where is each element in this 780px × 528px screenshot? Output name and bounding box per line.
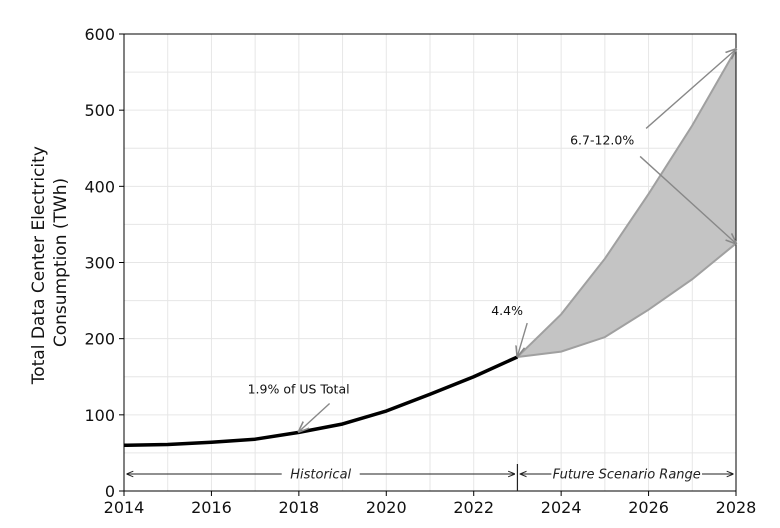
band-upper-edge bbox=[516, 48, 737, 358]
y-axis-label-line2: Consumption (TWh) bbox=[51, 178, 71, 347]
x-tick-label: 2014 bbox=[104, 498, 145, 517]
x-tick-label: 2026 bbox=[628, 498, 669, 517]
x-tick-label: 2024 bbox=[541, 498, 582, 517]
annotations: 1.9% of US Total 4.4% 6.7-12.0% bbox=[248, 49, 736, 431]
annotation-label: 1.9% of US Total bbox=[248, 382, 350, 397]
annotation-label: 6.7-12.0% bbox=[570, 132, 634, 147]
y-axis-label-line1: Total Data Center Electricity bbox=[29, 146, 49, 385]
future-scenario-band bbox=[516, 48, 737, 358]
range-indicators: Historical Future Scenario Range bbox=[127, 464, 733, 491]
range-label-future: Future Scenario Range bbox=[553, 468, 701, 483]
historical-line bbox=[123, 355, 519, 448]
range-label-historical: Historical bbox=[290, 468, 351, 483]
annotation-arrow bbox=[639, 155, 736, 243]
y-axis-label: Total Data Center Electricity Consumptio… bbox=[29, 141, 71, 386]
y-tick-label: 0 bbox=[105, 482, 115, 501]
band-lower-edge bbox=[517, 242, 737, 358]
y-tick-label: 400 bbox=[84, 177, 115, 196]
annotation-arrow bbox=[517, 322, 528, 356]
x-tick-label: 2022 bbox=[453, 498, 494, 517]
x-tick-label: 2028 bbox=[716, 498, 757, 517]
historical-series bbox=[123, 355, 519, 448]
y-tick-label: 100 bbox=[84, 406, 115, 425]
x-tick-label: 2018 bbox=[278, 498, 319, 517]
annotation-arrow bbox=[645, 49, 736, 129]
x-tick-label: 2020 bbox=[366, 498, 407, 517]
annotation-label: 4.4% bbox=[491, 303, 523, 318]
y-tick-label: 200 bbox=[84, 330, 115, 349]
y-tick-label: 500 bbox=[84, 101, 115, 120]
axis-ticks: 2014 2016 2018 2020 2022 2024 2026 2028 0 100 200 3… bbox=[84, 25, 756, 517]
annotation-arrow bbox=[299, 402, 331, 432]
y-tick-label: 300 bbox=[84, 254, 115, 273]
band-area bbox=[517, 49, 736, 357]
y-tick-label: 600 bbox=[84, 25, 115, 44]
x-tick-label: 2016 bbox=[191, 498, 232, 517]
